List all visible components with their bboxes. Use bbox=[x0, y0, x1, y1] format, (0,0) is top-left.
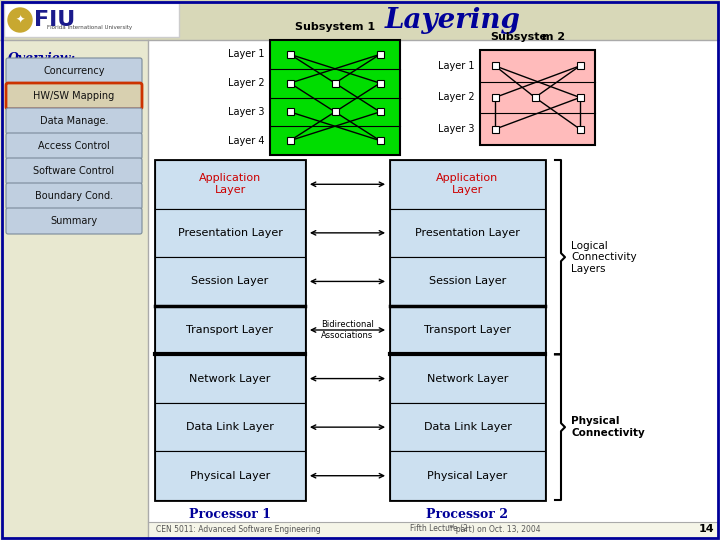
Bar bbox=[377, 79, 384, 86]
Bar bbox=[390, 160, 545, 208]
Bar bbox=[390, 160, 545, 500]
Text: Application
Layer: Application Layer bbox=[199, 173, 261, 195]
Text: Concurrency: Concurrency bbox=[43, 66, 104, 76]
Text: Physical Layer: Physical Layer bbox=[428, 471, 508, 481]
Text: Processor 2: Processor 2 bbox=[426, 508, 508, 521]
Text: Overview:: Overview: bbox=[8, 51, 76, 64]
Text: Fifth Lecture (2: Fifth Lecture (2 bbox=[410, 524, 468, 534]
Bar bbox=[331, 109, 338, 116]
Bar bbox=[480, 50, 595, 145]
Bar bbox=[0, 40, 148, 540]
Bar bbox=[377, 51, 384, 58]
Bar bbox=[287, 109, 294, 116]
FancyBboxPatch shape bbox=[6, 58, 142, 84]
FancyBboxPatch shape bbox=[6, 108, 142, 134]
Text: Network Layer: Network Layer bbox=[189, 374, 271, 383]
Text: Data Link Layer: Data Link Layer bbox=[186, 422, 274, 432]
Text: Processor 1: Processor 1 bbox=[189, 508, 271, 521]
Bar bbox=[390, 306, 545, 354]
Bar bbox=[155, 354, 305, 403]
Bar bbox=[377, 137, 384, 144]
Text: Layer 2: Layer 2 bbox=[228, 78, 265, 88]
Bar bbox=[390, 354, 545, 403]
Text: Data Manage.: Data Manage. bbox=[40, 116, 108, 126]
Bar bbox=[155, 451, 305, 500]
Text: Florida International University: Florida International University bbox=[48, 25, 132, 30]
Text: Transport Layer: Transport Layer bbox=[186, 325, 274, 335]
Bar bbox=[390, 208, 545, 257]
Bar bbox=[390, 257, 545, 306]
Text: Summary: Summary bbox=[50, 216, 98, 226]
Text: Transport Layer: Transport Layer bbox=[424, 325, 511, 335]
Text: Layer 3: Layer 3 bbox=[228, 107, 265, 117]
Bar bbox=[390, 451, 545, 500]
Text: CEN 5011: Advanced Software Engineering: CEN 5011: Advanced Software Engineering bbox=[156, 524, 320, 534]
Text: Boundary Cond.: Boundary Cond. bbox=[35, 191, 113, 201]
Text: Physical Layer: Physical Layer bbox=[190, 471, 270, 481]
Text: FIU: FIU bbox=[35, 10, 76, 30]
Bar bbox=[492, 94, 498, 101]
Text: HW/SW Mapping: HW/SW Mapping bbox=[33, 91, 114, 101]
Bar bbox=[4, 3, 179, 37]
Text: Presentation Layer: Presentation Layer bbox=[415, 228, 520, 238]
Text: Layer 1: Layer 1 bbox=[228, 49, 265, 59]
Text: Layer 2: Layer 2 bbox=[438, 92, 475, 103]
Bar bbox=[270, 40, 400, 155]
Bar bbox=[577, 94, 583, 101]
Bar bbox=[155, 160, 305, 500]
Text: Application
Layer: Application Layer bbox=[436, 173, 499, 195]
Bar bbox=[155, 306, 305, 354]
Text: Layering: Layering bbox=[385, 6, 521, 33]
FancyBboxPatch shape bbox=[6, 83, 142, 109]
Text: ✦: ✦ bbox=[15, 15, 24, 25]
FancyBboxPatch shape bbox=[6, 158, 142, 184]
Circle shape bbox=[8, 8, 32, 32]
Bar bbox=[148, 40, 720, 522]
Text: Subsyste: Subsyste bbox=[490, 32, 547, 42]
Text: Bidirectional
Associations: Bidirectional Associations bbox=[321, 320, 374, 340]
Bar bbox=[287, 137, 294, 144]
Text: nd: nd bbox=[447, 523, 454, 529]
Bar bbox=[577, 62, 583, 69]
Text: Presentation Layer: Presentation Layer bbox=[178, 228, 282, 238]
Bar bbox=[492, 126, 498, 133]
FancyBboxPatch shape bbox=[6, 133, 142, 159]
Text: Layer 4: Layer 4 bbox=[228, 136, 265, 146]
Text: Access Control: Access Control bbox=[38, 141, 110, 151]
Text: Layer 1: Layer 1 bbox=[438, 61, 475, 71]
Bar bbox=[492, 62, 498, 69]
FancyBboxPatch shape bbox=[6, 208, 142, 234]
Bar bbox=[155, 160, 305, 208]
FancyBboxPatch shape bbox=[6, 183, 142, 209]
Bar bbox=[0, 0, 720, 40]
Bar bbox=[577, 126, 583, 133]
Bar bbox=[331, 79, 338, 86]
Bar bbox=[390, 403, 545, 451]
Text: Data Link Layer: Data Link Layer bbox=[423, 422, 511, 432]
Text: Network Layer: Network Layer bbox=[427, 374, 508, 383]
Text: m 2: m 2 bbox=[542, 32, 565, 42]
Bar bbox=[377, 109, 384, 116]
Bar bbox=[531, 94, 539, 101]
Text: part) on Oct. 13, 2004: part) on Oct. 13, 2004 bbox=[451, 524, 541, 534]
Text: Subsystem 1: Subsystem 1 bbox=[295, 22, 375, 32]
Text: Logical
Connectivity
Layers: Logical Connectivity Layers bbox=[571, 240, 636, 274]
Text: Physical
Connectivity: Physical Connectivity bbox=[571, 416, 644, 438]
Text: Session Layer: Session Layer bbox=[429, 276, 506, 286]
Bar bbox=[287, 79, 294, 86]
Bar bbox=[155, 403, 305, 451]
Bar bbox=[155, 257, 305, 306]
Bar bbox=[287, 51, 294, 58]
Text: 14: 14 bbox=[698, 524, 714, 534]
Text: Session Layer: Session Layer bbox=[192, 276, 269, 286]
Text: Software Control: Software Control bbox=[33, 166, 114, 176]
Bar bbox=[155, 208, 305, 257]
Text: Layer 3: Layer 3 bbox=[438, 124, 475, 134]
